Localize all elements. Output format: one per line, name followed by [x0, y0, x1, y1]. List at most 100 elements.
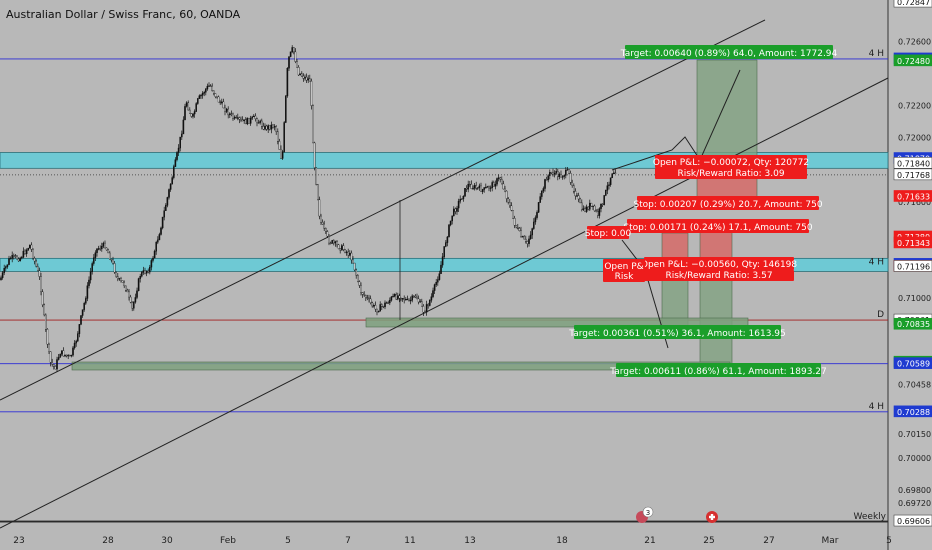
y-tick-label: 0.71000 [898, 294, 931, 303]
event-count-badge [642, 506, 654, 518]
candle-body [228, 113, 231, 116]
candle-body [435, 282, 438, 285]
price-label: 0.71633 [893, 190, 932, 202]
candle-body [453, 208, 455, 217]
candle-body [504, 188, 506, 192]
candle-body [408, 298, 410, 301]
candle-body [561, 176, 564, 178]
candle-body [92, 257, 95, 264]
price-label: 0.70288 [893, 405, 932, 418]
candle-body [549, 172, 551, 176]
candle-body [131, 301, 134, 309]
candle-body [201, 92, 204, 96]
candle-body [285, 95, 287, 123]
candle-body [374, 305, 377, 310]
candle-body [440, 264, 442, 274]
candle-body [417, 298, 420, 303]
candle-body [613, 172, 615, 175]
candle-body [198, 95, 201, 99]
candle-body [299, 73, 302, 76]
candle-body [421, 301, 423, 307]
candle-body [166, 197, 169, 206]
candle-body [217, 96, 220, 103]
price-label-bg [893, 168, 932, 181]
candle-body [493, 182, 495, 187]
candle-body [563, 175, 565, 177]
price-label-bg [893, 260, 932, 272]
candle-body [233, 116, 236, 119]
candle-body [483, 187, 486, 190]
candle-body [148, 266, 151, 273]
candle-body [601, 203, 604, 205]
x-tick-label: Feb [220, 536, 236, 546]
candle-body [121, 280, 124, 283]
candle-body [448, 224, 450, 238]
candle-body [249, 117, 252, 124]
candle-body [261, 120, 263, 127]
x-tick-label: 25 [703, 536, 714, 546]
trade-label: Target: 0.00361 (0.51%) 36.1, Amount: 16… [568, 325, 786, 339]
candle-body [608, 184, 610, 186]
candle-body [360, 285, 362, 293]
candle-body [118, 278, 121, 280]
candle-body [4, 266, 7, 269]
candle-body [206, 85, 209, 90]
candle-body [469, 183, 471, 186]
candle-body [11, 255, 14, 259]
candle-body [480, 185, 482, 192]
candle-body [470, 184, 473, 189]
candle-body [123, 282, 125, 287]
candle-body [212, 90, 215, 94]
price-label-text: 0.71633 [897, 192, 930, 201]
candle-body [313, 142, 316, 168]
trade-label-text: Stop: 0.00171 (0.24%) 17.1, Amount: 750 [623, 223, 812, 233]
candle-body [273, 126, 276, 128]
candle-body [387, 302, 390, 304]
candle-body [409, 299, 412, 302]
candle-body [358, 281, 361, 286]
candle-body [318, 199, 321, 217]
trade-label-text: Open P& [604, 262, 643, 272]
candle-body [163, 210, 166, 218]
candle-body [491, 182, 494, 188]
price-label: 0.72847 [893, 0, 932, 8]
candle-body [457, 200, 460, 209]
candle-body [302, 75, 305, 79]
candle-body [113, 263, 116, 273]
candle-body [523, 236, 525, 240]
candle-body [547, 175, 549, 181]
candle-body [56, 359, 58, 370]
candle-body [544, 179, 546, 189]
price-label-text: 0.71840 [897, 159, 930, 168]
candle-body [393, 293, 396, 297]
candle-body [424, 312, 426, 314]
candle-body [65, 354, 68, 357]
candle-body [129, 296, 132, 303]
candle-body [128, 291, 130, 298]
candle-body [590, 202, 593, 207]
candle-body [278, 141, 281, 150]
candle-body [595, 210, 597, 212]
candle-body [102, 242, 105, 247]
candle-body [294, 51, 297, 62]
x-tick-label: Mar [822, 536, 839, 546]
candle-body [456, 207, 458, 212]
price-label: 0.71840 [893, 157, 932, 169]
candle-body [179, 136, 182, 149]
candle-body [168, 189, 170, 198]
trade-label-bg [644, 257, 794, 270]
candle-body [177, 147, 180, 153]
trade-label-bg [644, 270, 794, 281]
candle-body [464, 188, 466, 197]
trade-label-bg [637, 196, 819, 210]
candle-body [289, 51, 292, 57]
candle-body [437, 279, 439, 283]
x-tick-label: 30 [161, 536, 173, 546]
candle-body [310, 80, 313, 106]
candle-body [305, 76, 308, 81]
candle-body [140, 272, 143, 277]
candle-body [203, 91, 206, 94]
price-label-text: 0.70589 [897, 360, 930, 369]
trade-label-bg [625, 45, 833, 59]
